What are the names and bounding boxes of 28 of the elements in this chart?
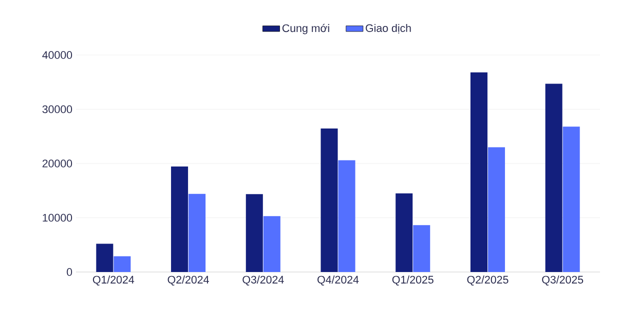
bar (114, 256, 131, 272)
legend-label: Cung mới (282, 24, 330, 34)
bar (246, 194, 263, 272)
y-tick-label: 40000 (42, 51, 72, 59)
x-tick-label: Q4/2024 (317, 276, 359, 286)
x-tick-label: Q3/2024 (242, 276, 284, 286)
x-tick-label: Q2/2025 (467, 276, 508, 286)
legend-label: Giao dịch (366, 24, 411, 34)
bar (470, 72, 488, 272)
x-tick-label: Q2/2024 (168, 276, 209, 286)
y-tick-label: 0 (66, 268, 72, 276)
bar (320, 128, 338, 272)
bar (338, 160, 356, 272)
bar (96, 244, 114, 272)
bar (413, 225, 430, 272)
y-tick-label: 20000 (42, 160, 72, 168)
bar (171, 166, 188, 272)
bar (396, 193, 413, 272)
y-tick-label: 30000 (42, 105, 72, 114)
bar (188, 194, 206, 272)
x-tick-label: Q1/2024 (92, 276, 134, 286)
bar (488, 147, 505, 272)
bar (545, 84, 562, 272)
x-tick-label: Q3/2025 (542, 276, 584, 286)
bar (263, 216, 280, 272)
x-tick-label: Q1/2025 (392, 276, 434, 286)
bar (562, 126, 580, 272)
y-tick-label: 10000 (42, 214, 72, 222)
